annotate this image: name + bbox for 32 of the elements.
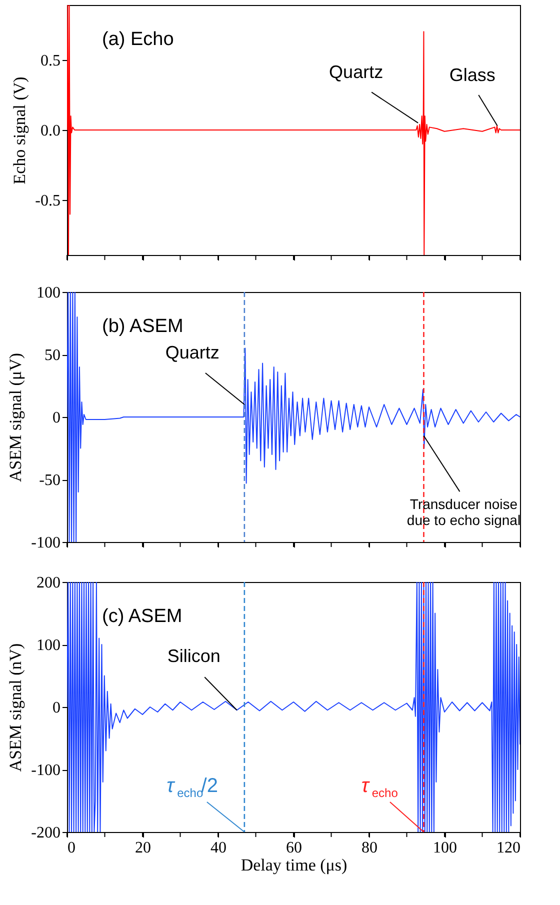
y-tick-label: 100 <box>36 637 60 654</box>
y-tick-label: 0.0 <box>40 122 60 140</box>
y-tick-label: 0 <box>52 410 60 426</box>
annotation: Glass <box>449 64 496 85</box>
x-tick-label: 80 <box>362 840 378 856</box>
y-tick-label: 0 <box>52 700 60 716</box>
y-tick-label: 100 <box>36 284 60 302</box>
y-axis-title: ASEM signal (nV) <box>6 643 26 772</box>
annotation: Silicon <box>167 646 220 666</box>
x-axis-title: Delay time (μs) <box>240 856 348 874</box>
y-tick-label: -50 <box>39 472 60 489</box>
annotation: Transducer noise due to echo signal <box>406 496 521 528</box>
x-tick-label: 20 <box>135 840 151 856</box>
y-axis-title: Echo signal (V) <box>10 76 30 184</box>
x-tick-label: 0 <box>68 840 76 856</box>
y-tick-label: 0.5 <box>40 52 60 70</box>
y-tick-label: -200 <box>31 824 60 842</box>
x-tick-label: 40 <box>210 840 226 856</box>
annotation: (a) Echo <box>102 29 174 50</box>
y-axis-title: ASEM signal (μV) <box>6 352 26 482</box>
y-tick-label: -100 <box>31 762 60 779</box>
annotation: (b) ASEM <box>102 316 184 337</box>
x-tick-label: 100 <box>433 840 457 856</box>
y-tick-label: -0.5 <box>35 192 60 210</box>
x-tick-label: 60 <box>286 840 302 856</box>
x-tick-label: 120 <box>496 840 520 856</box>
y-tick-label: -100 <box>31 534 60 552</box>
annotation: (c) ASEM <box>102 606 182 627</box>
y-tick-label: 50 <box>44 347 60 364</box>
annotation: Quartz <box>165 342 220 362</box>
y-tick-label: 200 <box>36 574 60 592</box>
annotation: Quartz <box>329 62 384 82</box>
